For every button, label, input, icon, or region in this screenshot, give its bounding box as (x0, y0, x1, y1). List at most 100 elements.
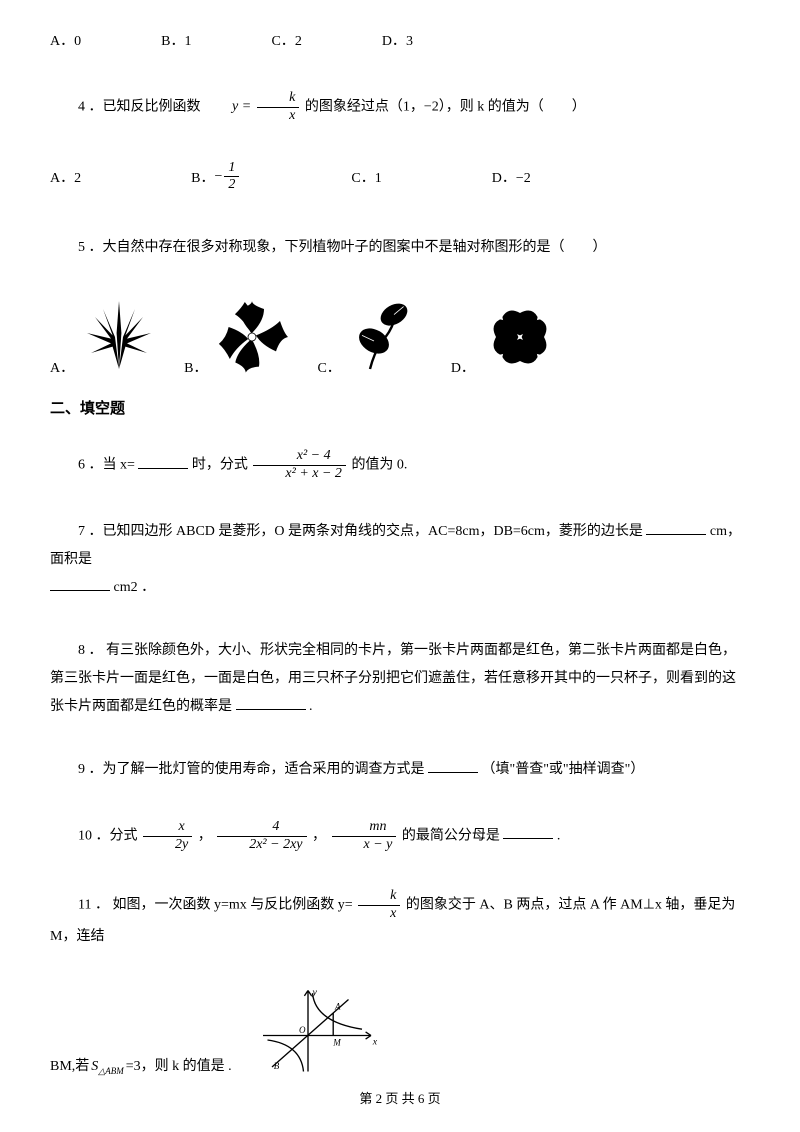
clover-four-icon (475, 297, 565, 377)
denominator: 2x² − 2xy (217, 837, 306, 854)
leaf-branch-icon (341, 297, 431, 377)
denominator: x − y (332, 837, 397, 854)
q4-suffix: 的图象经过点（1，−2），则 k 的值为（ ） (305, 100, 586, 115)
q4-opt-a: A．2 (50, 167, 81, 187)
blank-input (50, 577, 110, 591)
q7-text: 7 ．已知四边形 ABCD 是菱形，O 是两条对角线的交点，AC=8cm，DB=… (50, 518, 750, 602)
q5-body: 5 ．大自然中存在很多对称现象，下列植物叶子的图案中不是轴对称图形的是（ ） (78, 240, 607, 255)
comma: ， (198, 828, 212, 843)
fraction: x 2y (143, 819, 192, 854)
opt-val: 3 (406, 34, 413, 50)
opt-label: B． (191, 167, 214, 187)
q3-opt-a: A． 0 (50, 30, 81, 50)
opt-label: A． (50, 357, 74, 377)
q5-opt-b: B． (184, 297, 297, 377)
fraction: 4 2x² − 2xy (217, 819, 306, 854)
blank-input (503, 825, 553, 839)
fraction: x² − 4 x² + x − 2 (253, 448, 346, 483)
opt-label: C． (317, 357, 340, 377)
opt-label: C．1 (351, 167, 381, 187)
blank-input (428, 759, 478, 773)
numerator: x (143, 819, 192, 837)
blank-input (138, 455, 188, 469)
q8-line2: 第三张卡片一面是红色，一面是白色，用三只杯子分别把它们遮盖住，若任意移开其中的一… (50, 665, 750, 693)
opt-label: D． (382, 30, 406, 50)
svg-text:y: y (311, 987, 317, 998)
denominator: x (257, 108, 299, 125)
q11-l2-prefix: BM,若 (50, 1053, 89, 1081)
s-sub: △ABM (98, 1066, 123, 1076)
q4-formula: y = k x (204, 90, 301, 125)
q3-opt-d: D． 3 (382, 30, 413, 50)
q4-opt-d: D． −2 (492, 167, 531, 187)
numerator: mn (332, 819, 397, 837)
opt-label: B． (161, 30, 184, 50)
q4-options: A．2 B． − 1 2 C．1 D． −2 (50, 160, 750, 195)
numerator: k (257, 90, 299, 108)
q6-suffix: 的值为 0. (351, 458, 407, 473)
eq-lhs: y = (204, 93, 251, 121)
opt-label: C． (271, 30, 294, 50)
q9-prefix: 9 ．为了解一批灯管的使用寿命，适合采用的调查方式是 (78, 762, 425, 777)
q6-text: 6 ．当 x= 时，分式 x² − 4 x² + x − 2 的值为 0. (50, 448, 750, 483)
q6-prefix: 6 ．当 x= (78, 458, 135, 473)
denominator: x² + x − 2 (253, 466, 346, 483)
q4-text: 4 ．已知反比例函数 y = k x 的图象经过点（1，−2），则 k 的值为（… (50, 90, 750, 125)
leaf-cannabis-icon (74, 297, 164, 377)
numerator: k (358, 888, 400, 906)
q5-text: 5 ．大自然中存在很多对称现象，下列植物叶子的图案中不是轴对称图形的是（ ） (50, 234, 750, 262)
opt-label: D． (451, 357, 475, 377)
page-footer: 第 2 页 共 6 页 (0, 1088, 800, 1107)
numerator: 1 (224, 160, 239, 178)
q9-suffix: （填"普查"或"抽样调查"） (482, 762, 645, 777)
opt-label: A． (50, 30, 74, 50)
opt-val: 0 (74, 34, 81, 50)
q7-suffix: cm2 ． (114, 580, 156, 595)
q3-options: A． 0 B． 1 C． 2 D． 3 (50, 30, 750, 50)
hyperbola-graph-icon: x y O A M B (252, 986, 382, 1076)
q10-text: 10 ．分式 x 2y ， 4 2x² − 2xy ， mn x − y 的最简… (50, 819, 750, 854)
q11-prefix: 11 ． 如图，一次函数 y=mx 与反比例函数 y= (78, 898, 353, 913)
opt-val: 2 (295, 34, 302, 50)
q3-opt-c: C． 2 (271, 30, 301, 50)
q11-text: 11 ． 如图，一次函数 y=mx 与反比例函数 y= k x 的图象交于 A、… (50, 888, 750, 951)
fraction: mn x − y (332, 819, 397, 854)
svg-text:B: B (273, 1061, 279, 1071)
svg-text:O: O (299, 1025, 306, 1035)
numerator: x² − 4 (253, 448, 346, 466)
opt-label: B． (184, 357, 207, 377)
q5-opt-d: D． (451, 297, 565, 377)
q5-opt-a: A． (50, 297, 164, 377)
blank-input (646, 521, 706, 535)
opt-label: A．2 (50, 167, 81, 187)
fraction: k x (257, 90, 299, 125)
svg-text:M: M (332, 1037, 341, 1047)
q7-prefix: 7 ．已知四边形 ABCD 是菱形，O 是两条对角线的交点，AC=8cm，DB=… (78, 524, 643, 539)
q8-line1: 8 ． 有三张除颜色外，大小、形状完全相同的卡片，第一张卡片两面都是红色，第二张… (50, 637, 750, 665)
s-var: S△ABM (91, 1053, 123, 1081)
q9-text: 9 ．为了解一批灯管的使用寿命，适合采用的调查方式是 （填"普查"或"抽样调查"… (50, 756, 750, 784)
q8-line3: 张卡片两面都是红色的概率是 (50, 699, 232, 714)
q8-suffix: . (309, 699, 313, 714)
blank-input (236, 696, 306, 710)
q11-l2-suffix: =3，则 k 的值是 . (126, 1053, 232, 1081)
q10-end: . (557, 828, 561, 843)
denominator: 2y (143, 837, 192, 854)
neg-sign: − (214, 169, 222, 185)
svg-text:x: x (371, 1036, 377, 1047)
comma: ， (312, 828, 326, 843)
opt-label: D． (492, 167, 516, 187)
q10-prefix: 10 ．分式 (78, 828, 138, 843)
q5-images: A． B． C． (50, 297, 750, 377)
q3-opt-b: B． 1 (161, 30, 191, 50)
opt-val: −2 (516, 171, 531, 187)
q5-opt-c: C． (317, 297, 430, 377)
denominator: x (358, 906, 400, 923)
q8-text: 8 ． 有三张除颜色外，大小、形状完全相同的卡片，第一张卡片两面都是红色，第二张… (50, 637, 750, 721)
numerator: 4 (217, 819, 306, 837)
q4-prefix: 4 ．已知反比例函数 (78, 100, 201, 115)
fraction: 1 2 (224, 160, 239, 195)
q4-opt-c: C．1 (351, 167, 381, 187)
flower-five-petal-icon (207, 297, 297, 377)
opt-val: 1 (184, 34, 191, 50)
